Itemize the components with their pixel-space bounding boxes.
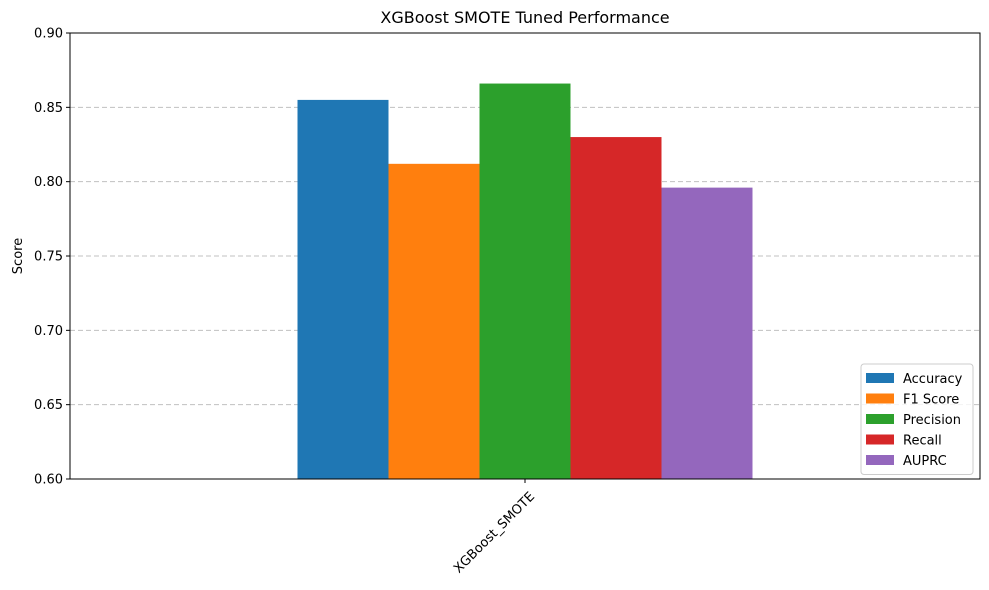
legend-label: Recall	[903, 434, 942, 449]
y-tick-label: 0.65	[34, 398, 63, 413]
bar-recall	[570, 137, 662, 480]
y-tick-label: 0.80	[34, 175, 63, 190]
bar-precision	[479, 83, 571, 480]
legend-label: Accuracy	[903, 372, 963, 387]
legend-label: Precision	[903, 413, 961, 428]
bar-auprc	[661, 187, 753, 479]
legend-swatch	[866, 414, 894, 424]
legend: Accuracy F1 Score Precision Recall AUPRC	[860, 363, 974, 475]
bar-f1-score	[388, 163, 480, 479]
legend-label: AUPRC	[903, 454, 947, 469]
y-tick-label: 0.70	[34, 324, 63, 339]
y-axis: 0.60 0.65 0.70 0.75 0.80 0.85 0.90	[34, 27, 70, 488]
legend-box	[860, 363, 974, 475]
bars	[297, 83, 753, 480]
y-tick-label: 0.90	[34, 27, 63, 42]
legend-swatch	[866, 393, 894, 404]
y-tick-label: 0.85	[34, 101, 63, 116]
y-tick-label: 0.75	[34, 250, 63, 265]
legend-label: F1 Score	[903, 393, 959, 408]
legend-swatch	[866, 455, 894, 465]
bar-accuracy	[297, 99, 389, 480]
legend-swatch	[866, 373, 894, 383]
y-tick-label: 0.60	[34, 473, 63, 488]
chart-title: XGBoost SMOTE Tuned Performance	[380, 8, 669, 27]
legend-swatch	[866, 434, 894, 445]
y-axis-label: Score	[11, 238, 26, 274]
